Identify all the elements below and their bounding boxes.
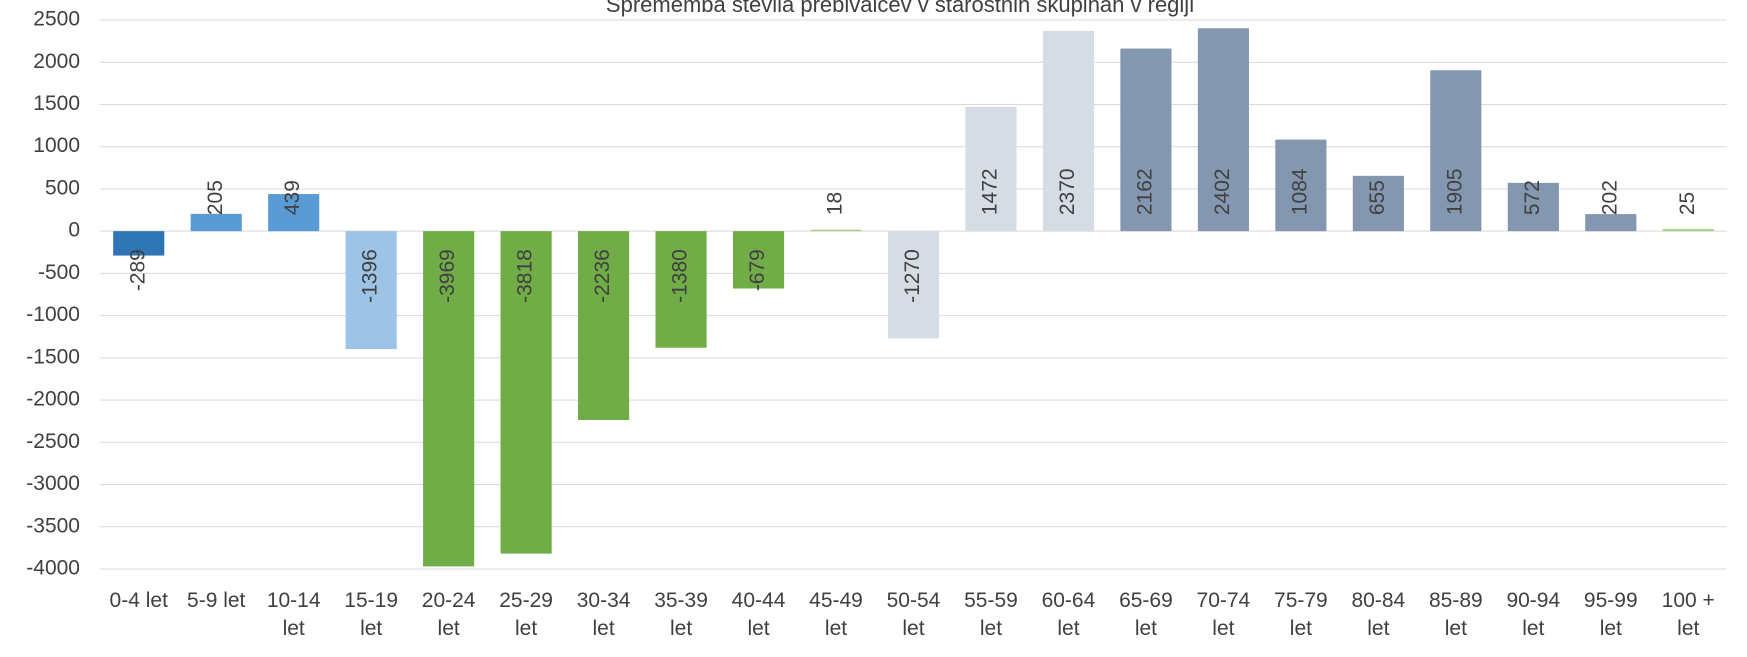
y-tick-label: -4000 xyxy=(26,557,80,580)
y-tick-label: 0 xyxy=(68,219,80,242)
data-label: -679 xyxy=(746,249,769,291)
data-label: -3969 xyxy=(436,249,459,303)
y-tick-label: -2000 xyxy=(26,388,80,411)
data-label: 1905 xyxy=(1443,168,1466,215)
x-tick-label: 55-59 let xyxy=(964,589,1018,640)
data-label: 205 xyxy=(204,180,227,215)
x-tick-label: 85-89 let xyxy=(1428,589,1483,640)
y-tick-label: -3000 xyxy=(26,472,80,495)
data-label: -3818 xyxy=(514,249,537,303)
bar xyxy=(1275,139,1327,232)
bar xyxy=(887,231,940,339)
x-tick-label: 65-69 let xyxy=(1119,589,1173,640)
x-tick-label: 15-19 let xyxy=(344,589,399,640)
x-tick-label: 45-49 let xyxy=(809,589,863,640)
x-tick-label: 30-34 let xyxy=(576,589,631,640)
y-tick-label: -3500 xyxy=(26,514,80,537)
bar xyxy=(423,231,475,567)
bar xyxy=(732,231,785,289)
data-label: 572 xyxy=(1521,180,1544,215)
x-tick-label: 5-9 let xyxy=(187,589,246,612)
bar xyxy=(965,106,1017,232)
data-label: -2236 xyxy=(591,249,614,303)
bar xyxy=(810,229,862,232)
bar xyxy=(345,231,397,350)
x-tick-label: 80-84 let xyxy=(1351,589,1406,640)
bar xyxy=(1352,175,1404,232)
bar xyxy=(1585,214,1637,232)
x-tick-label: 50-54 let xyxy=(886,589,941,640)
data-label: -1270 xyxy=(901,249,924,303)
bar xyxy=(1120,48,1172,232)
data-label: 25 xyxy=(1676,192,1699,215)
data-label: 2162 xyxy=(1133,168,1156,215)
x-tick-label: 20-24 let xyxy=(421,589,476,640)
x-tick-label: 40-44 let xyxy=(731,589,786,640)
y-tick-label: 500 xyxy=(45,176,80,199)
data-label: -289 xyxy=(126,249,149,291)
y-tick-label: 1000 xyxy=(33,134,80,157)
x-tick-label: 90-94 let xyxy=(1506,589,1561,640)
bar xyxy=(113,231,165,256)
data-label: 18 xyxy=(824,192,847,215)
bar xyxy=(1197,28,1249,232)
data-label: 2370 xyxy=(1056,168,1079,215)
y-tick-label: -1000 xyxy=(26,303,80,326)
y-tick-label: -500 xyxy=(38,261,80,284)
data-label: -1396 xyxy=(359,249,382,303)
x-tick-label: 75-79 let xyxy=(1274,589,1328,640)
x-tick-label: 35-39 let xyxy=(654,589,708,640)
data-label: 202 xyxy=(1598,180,1621,215)
data-label: 439 xyxy=(281,180,304,215)
x-tick-label: 60-64 let xyxy=(1041,589,1096,640)
x-tick-label: 100 + let xyxy=(1661,589,1715,640)
data-label: 1472 xyxy=(979,168,1002,215)
bar xyxy=(268,194,320,232)
bar xyxy=(1430,70,1482,232)
data-label: 1084 xyxy=(1288,168,1311,215)
x-tick-label: 0-4 let xyxy=(109,589,168,612)
bar xyxy=(500,231,552,554)
chart-title: Sprememba števila prebivalcev v starostn… xyxy=(606,0,1194,17)
data-label: -1380 xyxy=(669,249,692,303)
y-tick-label: -2500 xyxy=(26,430,80,453)
bar xyxy=(1042,30,1095,232)
x-tick-label: 95-99 let xyxy=(1583,589,1638,640)
y-tick-label: 1500 xyxy=(33,92,80,115)
y-tick-label: -1500 xyxy=(26,345,80,368)
bar xyxy=(1662,229,1714,232)
bar xyxy=(190,213,242,232)
bar xyxy=(578,231,630,421)
x-tick-label: 10-14 let xyxy=(266,589,321,640)
data-label: 655 xyxy=(1366,180,1389,215)
x-tick-label: 25-29 let xyxy=(499,589,553,640)
y-tick-label: 2000 xyxy=(33,50,80,73)
x-tick-label: 70-74 let xyxy=(1196,589,1251,640)
y-tick-label: 2500 xyxy=(33,8,80,31)
data-label: 2402 xyxy=(1211,168,1234,215)
bar xyxy=(655,231,707,348)
bar xyxy=(1507,182,1559,232)
